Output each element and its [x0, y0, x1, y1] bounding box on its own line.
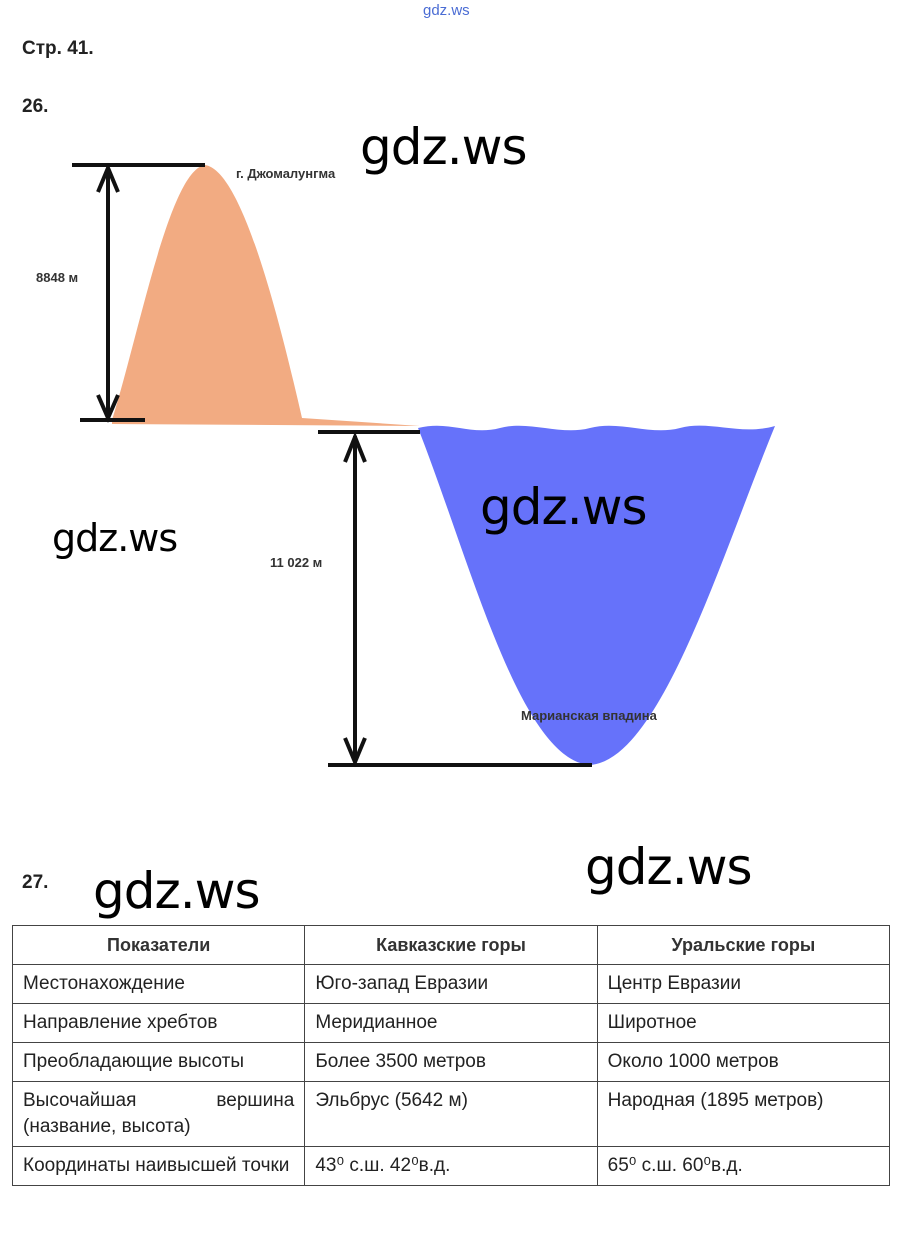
table-cell: Меридианное [304, 1003, 598, 1043]
measure-lines [72, 162, 592, 768]
watermark: gdz.ws [480, 478, 648, 536]
table-cell: Народная (1895 метров) [596, 1081, 891, 1147]
mountain [112, 165, 420, 426]
table-row: Координаты наивысшей точки 43⁰ с.ш. 42⁰в.… [11, 1146, 891, 1186]
task-number: 27. [22, 872, 49, 893]
header-cell: Показатели [11, 925, 306, 965]
watermark: gdz.ws [585, 838, 753, 896]
table-row: Местонахождение Юго-запад Евразии Центр Ев… [11, 964, 891, 1004]
watermark: gdz.ws [52, 516, 178, 560]
table-row: Направление хребтов Меридианное Широтное [11, 1003, 891, 1043]
table-cell: Около 1000 метров [596, 1042, 891, 1082]
table-row: Высочайшая вершина (название, высота) Эль… [11, 1081, 891, 1147]
table-cell: Центр Евразии [596, 964, 891, 1004]
table-cell: Юго-запад Евразии [304, 964, 598, 1004]
table-cell: Высочайшая вершина (название, высота) [11, 1081, 306, 1147]
header-cell: Кавказские горы [304, 925, 598, 965]
table-cell: Широтное [596, 1003, 891, 1043]
table-cell: Более 3500 метров [304, 1042, 598, 1082]
trench [418, 425, 775, 765]
page-label: Стр. 41. [22, 38, 94, 59]
depth-label: 11 022 м [270, 555, 323, 570]
table-cell: Местонахождение [11, 964, 306, 1004]
table-cell: Координаты наивысшей точки [11, 1146, 306, 1186]
diagram [72, 162, 775, 768]
watermark: gdz.ws [360, 118, 528, 176]
header-row: Показатели Кавказские горы Уральские горы [11, 925, 891, 965]
mountain-label: г. Джомалунгма [236, 166, 336, 181]
header-cell: Уральские горы [596, 925, 891, 965]
table-cell: Эльбрус (5642 м) [304, 1081, 598, 1147]
watermark: gdz.ws [93, 862, 261, 920]
watermark-top: gdz.ws [423, 2, 470, 19]
table-cell: Преобладающие высоты [11, 1042, 306, 1082]
task-number: 26. [22, 96, 49, 117]
table-cell: 43⁰ с.ш. 42⁰в.д. [304, 1146, 598, 1186]
table-cell: Направление хребтов [11, 1003, 306, 1043]
table: Показатели Кавказские горы Уральские горы … [11, 925, 891, 1186]
table-row: Преобладающие высоты Более 3500 метров Око… [11, 1042, 891, 1082]
table-cell: 65⁰ с.ш. 60⁰в.д. [596, 1146, 891, 1186]
height-label: 8848 м [36, 270, 79, 285]
trench-label: Марианская впадина [521, 708, 657, 723]
